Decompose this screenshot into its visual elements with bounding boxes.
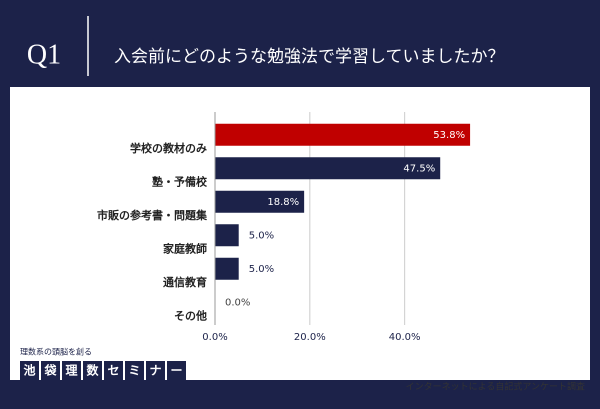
logo-char: ミ bbox=[128, 364, 140, 378]
question-text: 入会前にどのような勉強法で学習していましたか？ bbox=[114, 47, 505, 67]
x-tick-label: 40.0% bbox=[389, 332, 421, 343]
logo-box bbox=[62, 361, 81, 380]
y-tick-label: 学校の教材のみ bbox=[130, 141, 207, 155]
logo-char: ー bbox=[170, 364, 182, 378]
bar bbox=[215, 257, 239, 280]
y-tick-label: 通信教育 bbox=[163, 275, 207, 289]
logo-box bbox=[20, 361, 39, 380]
logo-box bbox=[83, 361, 102, 380]
logo-box bbox=[125, 361, 144, 380]
value-label: 5.0% bbox=[249, 264, 274, 275]
value-label: 53.8% bbox=[433, 130, 465, 141]
value-label: 5.0% bbox=[249, 230, 274, 241]
x-tick-label: 20.0% bbox=[294, 332, 326, 343]
value-label: 47.5% bbox=[403, 163, 435, 174]
logo-char: 袋 bbox=[43, 363, 57, 378]
bar bbox=[215, 190, 305, 213]
x-tick-label: 0.0% bbox=[202, 332, 227, 343]
logo-box bbox=[146, 361, 165, 380]
logo-char: 数 bbox=[86, 363, 99, 378]
logo-box bbox=[41, 361, 60, 380]
bar bbox=[215, 157, 441, 180]
logo-char: 理 bbox=[65, 364, 77, 378]
y-tick-label: 市販の参考書・問題集 bbox=[97, 208, 208, 222]
logo-char: セ bbox=[107, 364, 119, 378]
logo-tagline: 理数系の頭脳を創る bbox=[20, 347, 92, 357]
question-number: Q1 bbox=[27, 39, 61, 70]
survey-note: インターネットによる自記式アンケート調査 bbox=[406, 381, 585, 393]
bar bbox=[215, 224, 239, 247]
bar bbox=[215, 123, 471, 146]
logo-char: ナ bbox=[149, 364, 161, 378]
y-tick-label: 家庭教師 bbox=[163, 241, 207, 255]
logo-box bbox=[167, 361, 186, 380]
logo-box bbox=[104, 361, 123, 380]
y-tick-label: その他 bbox=[174, 308, 207, 322]
y-tick-label: 塾・予備校 bbox=[152, 174, 208, 188]
value-label: 18.8% bbox=[267, 197, 299, 208]
value-label: 0.0% bbox=[225, 297, 250, 308]
logo-char: 池 bbox=[23, 363, 35, 378]
